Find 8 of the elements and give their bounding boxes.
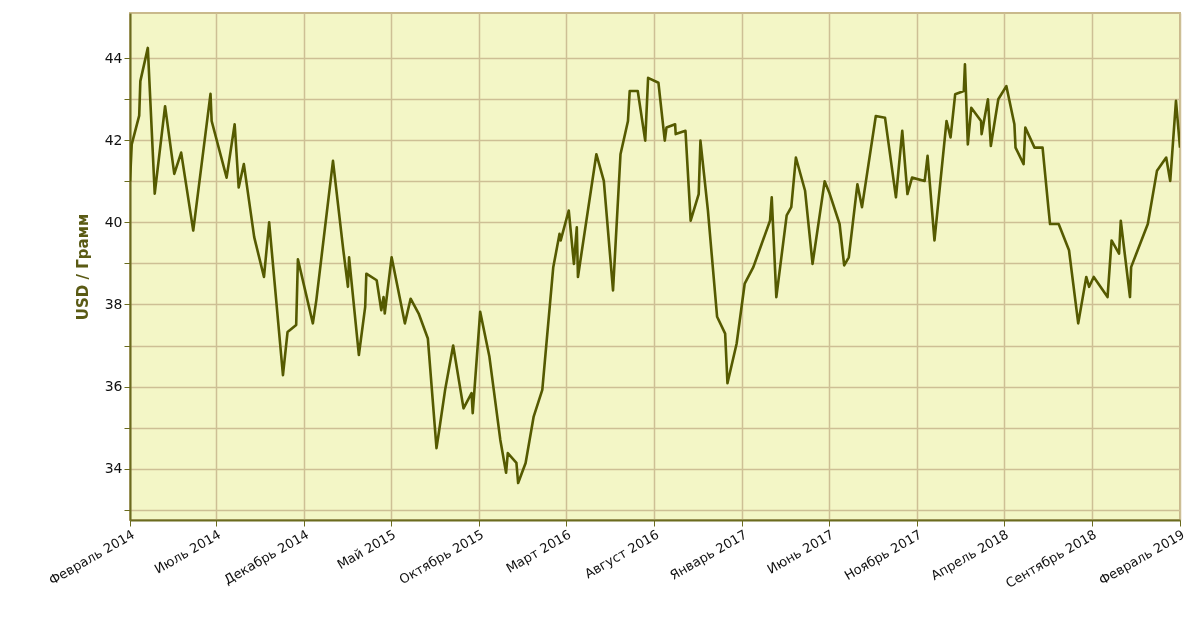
y-tick-label: 36 — [104, 378, 123, 395]
line-series — [130, 46, 1180, 485]
y-axis-title: USD / Грамм — [73, 213, 92, 321]
y-tick-label: 42 — [104, 131, 123, 148]
y-tick-label: 40 — [104, 213, 123, 230]
y-tick-label: 44 — [104, 49, 123, 66]
y-tick-label: 34 — [104, 460, 123, 477]
y-tick-label: 38 — [104, 295, 123, 312]
